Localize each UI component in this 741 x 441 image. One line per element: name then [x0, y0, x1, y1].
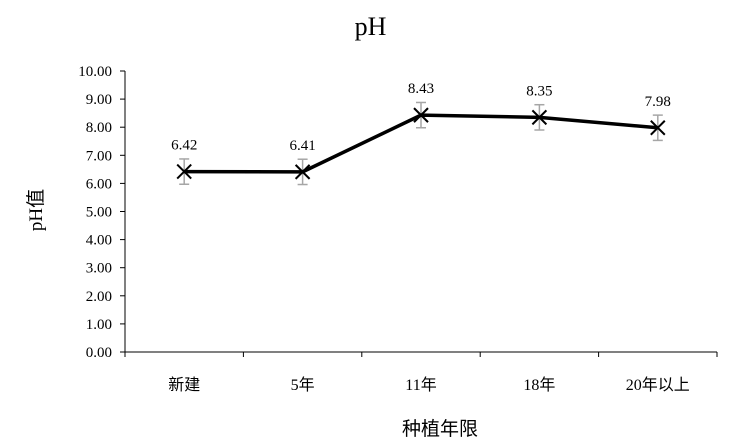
y-tick-label: 2.00: [86, 289, 112, 305]
data-point-marker: [176, 163, 192, 180]
x-category-label: 11年: [405, 376, 436, 394]
marker-stroke: [176, 163, 192, 180]
data-point-marker: [294, 164, 311, 180]
y-tick-label: 7.00: [86, 148, 112, 164]
marker-stroke: [413, 107, 429, 123]
x-category-label: 20年以上: [626, 376, 690, 394]
y-tick-label: 0.00: [86, 345, 112, 361]
marker-stroke: [650, 120, 666, 136]
data-point-marker: [531, 109, 548, 126]
data-label: 7.98: [645, 94, 671, 110]
y-tick-label: 8.00: [86, 120, 112, 136]
y-tick-label: 6.00: [86, 176, 112, 192]
chart-title: pH: [354, 12, 387, 41]
y-tick-label: 3.00: [86, 261, 112, 277]
data-point-marker: [650, 120, 666, 136]
y-tick-label: 5.00: [86, 205, 112, 221]
x-category-label: 新建: [168, 376, 200, 394]
x-axis-title: 种植年限: [401, 419, 478, 440]
data-label: 6.42: [171, 138, 197, 154]
y-tick-label: 4.00: [86, 233, 112, 249]
y-tick-label: 10.00: [78, 64, 112, 80]
marker-stroke: [531, 109, 548, 126]
y-tick-label: 1.00: [86, 317, 112, 333]
x-category-label: 5年: [291, 376, 315, 394]
data-point-marker: [413, 107, 429, 123]
data-label: 6.41: [289, 138, 315, 154]
marker-stroke: [294, 164, 311, 180]
y-tick-label: 9.00: [86, 92, 112, 108]
data-label: 8.35: [526, 83, 552, 99]
x-category-label: 18年: [523, 376, 555, 394]
data-label: 8.43: [408, 81, 434, 97]
